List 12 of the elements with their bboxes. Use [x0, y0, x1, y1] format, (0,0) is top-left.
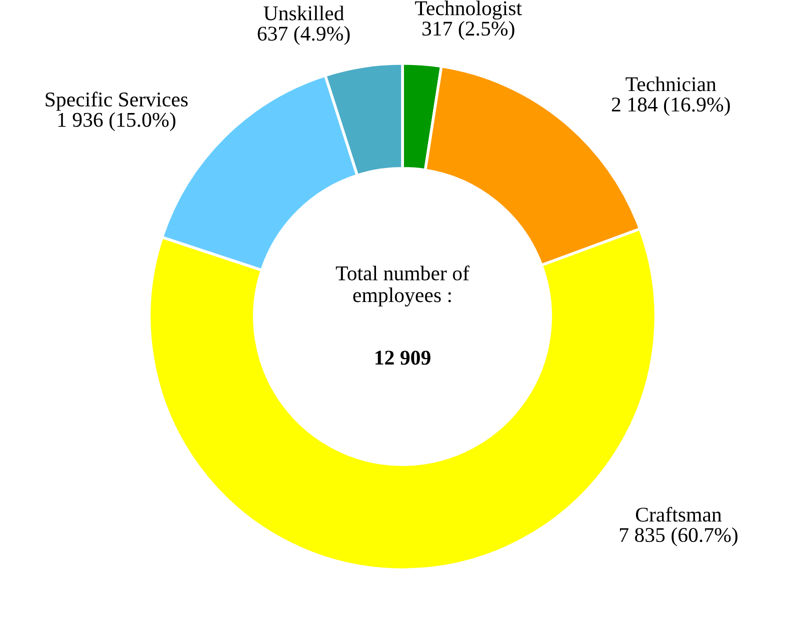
text: 12 909 — [376, 350, 430, 365]
slice-label: Technologist — [415, 0, 522, 20]
data-label: 7 835 (60.7%) — [620, 527, 738, 546]
data-label: 1 936 (15.0%) — [58, 112, 176, 132]
text: Total number of employees : — [336, 266, 470, 306]
slice-label: Technician — [626, 76, 716, 92]
data-label: 317 (2.5%) — [422, 21, 514, 40]
data-label: 2 184 (16.9%) — [612, 96, 730, 116]
slice-label: Craftsman — [636, 506, 722, 522]
slice-label: Specific Services — [46, 92, 188, 111]
data-label: 637 (4.9%) — [258, 26, 350, 45]
slice-label: Unskilled — [264, 6, 344, 20]
